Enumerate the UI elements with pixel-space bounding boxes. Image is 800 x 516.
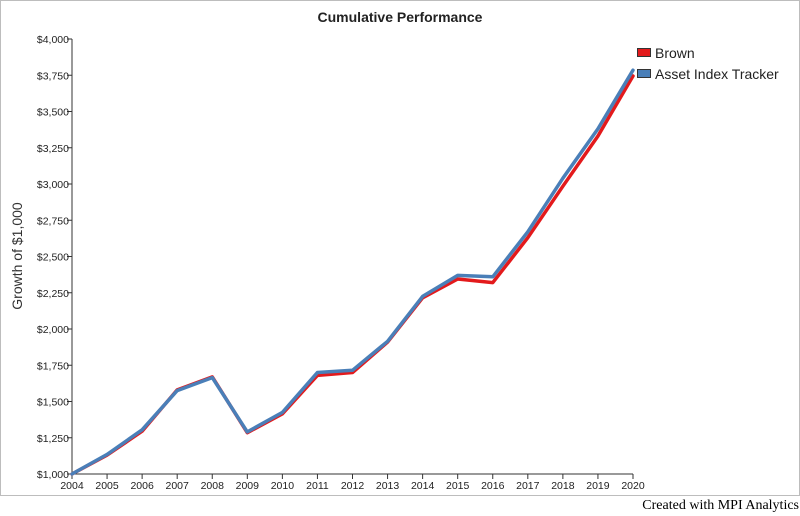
y-tick-label: $3,750 (37, 70, 69, 82)
y-tick-label: $1,250 (37, 433, 69, 445)
x-tick-label: 2016 (481, 480, 505, 492)
x-tick-label: 2015 (446, 480, 470, 492)
x-tick-label: 2020 (621, 480, 645, 492)
y-tick-label: $2,500 (37, 252, 69, 264)
y-tick-label: $2,000 (37, 324, 69, 336)
y-tick-label: $2,750 (37, 215, 69, 227)
y-tick-label: $2,250 (37, 288, 69, 300)
x-tick-label: 2007 (166, 480, 190, 492)
legend: Brown Asset Index Tracker (637, 42, 779, 84)
y-tick-label: $1,750 (37, 360, 69, 372)
legend-item-asset-index-tracker: Asset Index Tracker (637, 63, 779, 84)
y-tick-label: $3,500 (37, 107, 69, 119)
x-tick-label: 2018 (551, 480, 575, 492)
x-tick-label: 2009 (236, 480, 260, 492)
chart-frame (0, 0, 800, 496)
x-tick-label: 2006 (130, 480, 154, 492)
legend-item-brown: Brown (637, 42, 779, 63)
x-tick-label: 2004 (60, 480, 84, 492)
x-tick-label: 2012 (341, 480, 365, 492)
series-line-asset-index-tracker (70, 68, 635, 476)
legend-label-brown: Brown (655, 44, 695, 61)
x-tick-label: 2010 (271, 480, 295, 492)
x-tick-label: 2017 (516, 480, 540, 492)
x-tick-label: 2014 (411, 480, 435, 492)
x-tick-label: 2011 (306, 480, 329, 492)
legend-swatch-brown (637, 48, 651, 57)
y-tick-label: $4,000 (37, 34, 69, 46)
x-tick-label: 2013 (376, 480, 400, 492)
x-tick-label: 2019 (586, 480, 610, 492)
legend-swatch-asset-index-tracker (637, 69, 651, 78)
y-tick-label: $1,000 (37, 469, 69, 481)
x-tick-label: 2008 (201, 480, 225, 492)
y-tick-label: $3,000 (37, 179, 69, 191)
y-tick-label: $3,250 (37, 143, 69, 155)
chart-title: Cumulative Performance (317, 9, 483, 25)
credit-text: Created with MPI Analytics (642, 498, 799, 513)
y-tick-label: $1,500 (37, 397, 69, 409)
x-tick-label: 2005 (95, 480, 119, 492)
legend-label-asset-index-tracker: Asset Index Tracker (655, 65, 779, 82)
